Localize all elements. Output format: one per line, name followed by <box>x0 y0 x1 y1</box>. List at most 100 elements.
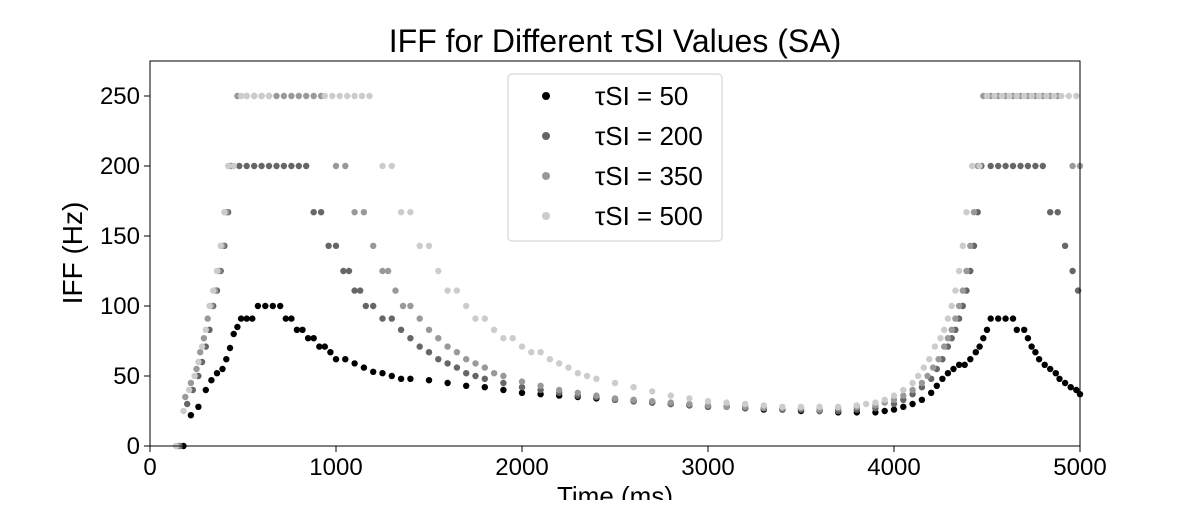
data-point <box>182 393 189 401</box>
data-point <box>972 349 979 356</box>
data-point <box>243 162 250 170</box>
data-point <box>362 302 369 310</box>
data-point <box>959 287 966 294</box>
data-point <box>221 209 228 216</box>
x-tick-label: 3000 <box>681 454 734 481</box>
data-point <box>1069 162 1076 170</box>
data-point <box>336 92 343 100</box>
data-point <box>1058 92 1065 100</box>
data-point <box>816 403 823 410</box>
y-tick-label: 150 <box>100 223 140 250</box>
data-point <box>435 356 442 363</box>
data-point <box>397 326 405 333</box>
data-point <box>316 343 323 350</box>
data-point <box>265 162 273 170</box>
data-point <box>649 398 656 405</box>
data-point <box>1013 326 1020 333</box>
data-point <box>219 365 226 373</box>
data-point <box>611 395 619 402</box>
data-point <box>254 302 262 310</box>
x-tick-label: 2000 <box>495 454 548 481</box>
data-point <box>1002 162 1009 170</box>
data-point <box>1069 267 1076 275</box>
data-point <box>444 379 451 387</box>
data-point <box>258 92 265 100</box>
data-point <box>518 389 526 396</box>
data-point <box>1067 384 1074 391</box>
legend: τSI = 50 τSI = 200 τSI = 350 τSI = 500 <box>507 73 723 242</box>
data-point <box>472 372 479 380</box>
data-point <box>384 267 392 275</box>
data-point <box>1028 343 1035 350</box>
data-point <box>500 386 507 394</box>
data-point <box>976 343 983 350</box>
data-point <box>528 349 535 356</box>
data-point <box>928 389 935 396</box>
data-point <box>918 379 926 387</box>
data-point <box>1024 162 1032 170</box>
data-point <box>237 92 245 100</box>
data-point <box>915 372 922 380</box>
data-point <box>340 267 347 275</box>
data-point <box>779 403 786 410</box>
data-point <box>310 209 317 216</box>
data-point <box>537 349 544 356</box>
data-point <box>481 384 488 391</box>
data-point <box>273 162 280 170</box>
data-point <box>370 242 377 249</box>
data-point <box>950 365 957 373</box>
y-tick-label: 200 <box>100 153 140 180</box>
data-point <box>890 392 898 399</box>
data-point <box>213 267 221 275</box>
data-point <box>556 360 563 367</box>
data-point <box>909 379 916 387</box>
y-tick-label: 50 <box>113 363 140 390</box>
data-point <box>518 378 526 385</box>
data-point <box>472 315 479 322</box>
data-point <box>208 377 215 384</box>
data-point <box>835 403 842 410</box>
data-point <box>210 287 217 294</box>
data-point <box>379 267 386 275</box>
data-point <box>920 364 927 371</box>
data-point <box>667 392 674 399</box>
series-0 <box>180 302 1084 450</box>
data-point <box>185 386 193 394</box>
data-point <box>976 162 983 170</box>
data-point <box>872 399 879 406</box>
data-point <box>995 162 1002 170</box>
data-point <box>453 287 461 294</box>
data-point <box>481 375 488 382</box>
data-point <box>200 335 208 342</box>
data-point <box>366 92 373 100</box>
chart-title: IFF for Different τSI Values (SA) <box>389 23 841 59</box>
data-point <box>310 335 317 342</box>
data-point <box>399 302 407 310</box>
data-point <box>1061 242 1069 249</box>
data-point <box>342 356 349 363</box>
data-point <box>1032 162 1039 170</box>
data-point <box>407 302 414 310</box>
data-point <box>388 162 395 170</box>
data-point <box>195 358 202 366</box>
data-point <box>288 162 295 170</box>
data-point <box>900 392 907 399</box>
data-point <box>926 356 933 363</box>
legend-marker <box>542 172 550 180</box>
data-point <box>1013 92 1020 100</box>
data-point <box>280 162 288 170</box>
legend-marker <box>542 132 550 140</box>
data-point <box>998 92 1006 100</box>
data-point <box>463 370 470 377</box>
data-point <box>961 361 968 368</box>
data-point <box>310 92 317 100</box>
data-point <box>332 356 340 363</box>
data-point <box>303 162 310 170</box>
data-point <box>1052 370 1060 377</box>
plot-area <box>172 92 1084 450</box>
data-point <box>463 302 470 310</box>
data-point <box>472 360 479 367</box>
data-point <box>583 372 591 380</box>
data-point <box>325 242 332 249</box>
